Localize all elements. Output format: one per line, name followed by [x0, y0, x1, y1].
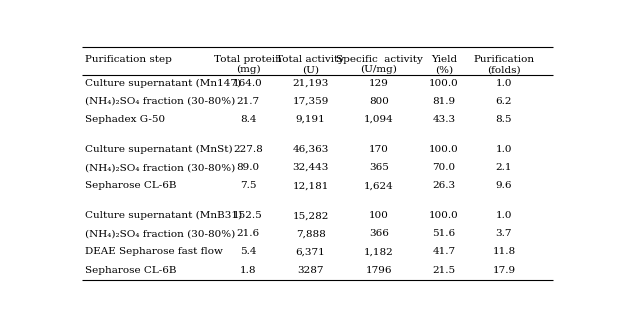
Text: Sepharose CL-6B: Sepharose CL-6B [85, 181, 176, 190]
Text: 1.0: 1.0 [496, 211, 512, 220]
Text: Sephadex G-50: Sephadex G-50 [85, 115, 165, 124]
Text: 2.1: 2.1 [496, 163, 512, 172]
Text: 51.6: 51.6 [432, 229, 456, 238]
Text: 1,624: 1,624 [364, 181, 394, 190]
Text: 8.5: 8.5 [496, 115, 512, 124]
Text: 365: 365 [369, 163, 389, 172]
Text: 100.0: 100.0 [429, 145, 459, 154]
Text: Sepharose CL-6B: Sepharose CL-6B [85, 266, 176, 275]
Text: 227.8: 227.8 [233, 145, 263, 154]
Text: (NH₄)₂SO₄ fraction (30-80%): (NH₄)₂SO₄ fraction (30-80%) [85, 163, 235, 172]
Text: 7.5: 7.5 [240, 181, 256, 190]
Text: 100: 100 [369, 211, 389, 220]
Text: 12,181: 12,181 [293, 181, 329, 190]
Text: 89.0: 89.0 [236, 163, 260, 172]
Text: (NH₄)₂SO₄ fraction (30-80%): (NH₄)₂SO₄ fraction (30-80%) [85, 229, 235, 238]
Text: 81.9: 81.9 [432, 97, 456, 106]
Text: 152.5: 152.5 [233, 211, 263, 220]
Text: 43.3: 43.3 [432, 115, 456, 124]
Text: 6,371: 6,371 [296, 247, 326, 256]
Text: DEAE Sepharose fast flow: DEAE Sepharose fast flow [85, 247, 223, 256]
Text: 21.7: 21.7 [236, 97, 260, 106]
Text: 70.0: 70.0 [432, 163, 456, 172]
Text: 41.7: 41.7 [432, 247, 456, 256]
Text: 17.9: 17.9 [492, 266, 515, 275]
Text: 1,182: 1,182 [364, 247, 394, 256]
Text: 1,094: 1,094 [364, 115, 394, 124]
Text: 6.2: 6.2 [496, 97, 512, 106]
Text: Culture supernatant (Mn147): Culture supernatant (Mn147) [85, 79, 241, 88]
Text: 8.4: 8.4 [240, 115, 256, 124]
Text: 21.5: 21.5 [432, 266, 456, 275]
Text: 3287: 3287 [298, 266, 324, 275]
Text: Purification step: Purification step [85, 55, 172, 64]
Text: 1.0: 1.0 [496, 145, 512, 154]
Text: Total protein
(mg): Total protein (mg) [214, 55, 282, 74]
Text: 7,888: 7,888 [296, 229, 326, 238]
Text: Total activity
(U): Total activity (U) [277, 55, 345, 74]
Text: 100.0: 100.0 [429, 211, 459, 220]
Text: 170: 170 [369, 145, 389, 154]
Text: 5.4: 5.4 [240, 247, 256, 256]
Text: 1.8: 1.8 [240, 266, 256, 275]
Text: 1.0: 1.0 [496, 79, 512, 88]
Text: 17,359: 17,359 [293, 97, 329, 106]
Text: 3.7: 3.7 [496, 229, 512, 238]
Text: Yield
(%): Yield (%) [431, 55, 457, 74]
Text: 46,363: 46,363 [293, 145, 329, 154]
Text: (NH₄)₂SO₄ fraction (30-80%): (NH₄)₂SO₄ fraction (30-80%) [85, 97, 235, 106]
Text: 9.6: 9.6 [496, 181, 512, 190]
Text: 21,193: 21,193 [293, 79, 329, 88]
Text: 366: 366 [369, 229, 389, 238]
Text: Culture supernatant (MnSt): Culture supernatant (MnSt) [85, 145, 232, 154]
Text: 11.8: 11.8 [492, 247, 515, 256]
Text: 9,191: 9,191 [296, 115, 326, 124]
Text: Specific  activity
(U/mg): Specific activity (U/mg) [335, 55, 422, 74]
Text: 129: 129 [369, 79, 389, 88]
Text: Culture supernatant (MnB31): Culture supernatant (MnB31) [85, 211, 242, 220]
Text: 32,443: 32,443 [293, 163, 329, 172]
Text: Purification
(folds): Purification (folds) [474, 55, 534, 74]
Text: 164.0: 164.0 [233, 79, 263, 88]
Text: 100.0: 100.0 [429, 79, 459, 88]
Text: 21.6: 21.6 [236, 229, 260, 238]
Text: 1796: 1796 [366, 266, 392, 275]
Text: 15,282: 15,282 [293, 211, 329, 220]
Text: 800: 800 [369, 97, 389, 106]
Text: 26.3: 26.3 [432, 181, 456, 190]
